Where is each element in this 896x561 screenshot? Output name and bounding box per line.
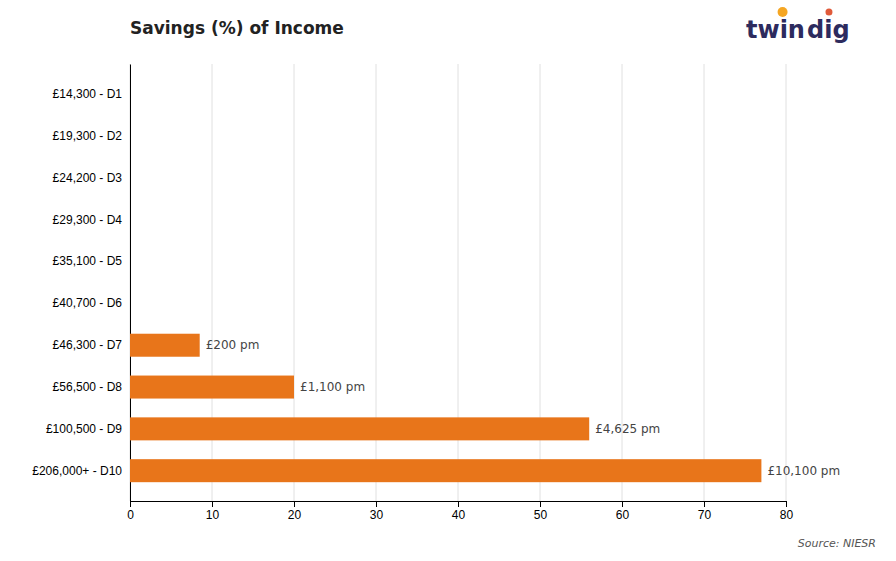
tick: 30 [370, 501, 384, 522]
logo-text: twin [746, 16, 805, 44]
bar [130, 334, 200, 357]
tick: £206,000+ - D10 [32, 464, 130, 478]
logo: twindig [746, 7, 850, 44]
bar [130, 83, 131, 106]
bar [130, 459, 761, 482]
annotation: £4,625 pm [595, 422, 660, 436]
tick: £19,300 - D2 [53, 129, 130, 143]
tick-mark [786, 501, 787, 507]
bar [130, 125, 131, 148]
tick: £29,300 - D4 [53, 213, 130, 227]
tick-label: 50 [534, 508, 548, 522]
tick-mark [540, 501, 541, 507]
tick-mark [212, 501, 213, 507]
tick-label: 40 [452, 508, 466, 522]
tick-mark [622, 501, 623, 507]
bar [130, 208, 131, 231]
tick-mark [294, 501, 295, 507]
annotation: £1,100 pm [300, 380, 365, 394]
bar [130, 292, 131, 315]
tick-label: £100,500 - D9 [46, 422, 122, 436]
tick-label: £56,500 - D8 [53, 380, 123, 394]
logo-dot [778, 7, 788, 17]
tick: £40,700 - D6 [53, 296, 130, 310]
tick-label: £24,200 - D3 [53, 171, 123, 185]
annotations: £200 pm £1,100 pm £4,625 pm £10,100 pm [206, 338, 840, 477]
annotation: £200 pm [206, 338, 260, 352]
tick: £14,300 - D1 [53, 87, 130, 101]
tick: 80 [780, 501, 794, 522]
tick-label: £206,000+ - D10 [32, 464, 122, 478]
bars [130, 334, 761, 482]
title: Savings (%) of Income [130, 18, 344, 38]
tick: 50 [534, 501, 548, 522]
axis-line [131, 502, 787, 508]
tick: £46,300 - D7 [53, 338, 130, 352]
tick: 60 [616, 501, 630, 522]
tick-label: 70 [698, 508, 712, 522]
tick-label: 80 [780, 508, 794, 522]
tick-label: 30 [370, 508, 384, 522]
tick-label: £14,300 - D1 [53, 87, 123, 101]
tick: 70 [698, 501, 712, 522]
bar [130, 166, 131, 189]
tick-label: £46,300 - D7 [53, 338, 123, 352]
tick-label: 0 [127, 508, 134, 522]
tick-mark [376, 501, 377, 507]
tick-mark [458, 501, 459, 507]
logo-dot [825, 9, 832, 16]
tick-label: 20 [288, 508, 302, 522]
tick: £56,500 - D8 [53, 380, 130, 394]
logo-text: dig [807, 16, 850, 44]
tick-label: £40,700 - D6 [53, 296, 123, 310]
annotation: £10,100 pm [767, 464, 840, 478]
tick-label: £35,100 - D5 [53, 254, 123, 268]
tick-mark [704, 501, 705, 507]
tick: 0 [127, 501, 134, 522]
grid [130, 64, 786, 501]
bar [130, 250, 131, 273]
chart: 0 10 20 30 40 50 60 70 80 £14,300 - D1 £19,300 - D… [0, 0, 896, 561]
tick: £24,200 - D3 [53, 171, 130, 185]
x-axis: 0 10 20 30 40 50 60 70 80 [127, 501, 793, 522]
tick-label: 10 [206, 508, 220, 522]
tick: 40 [452, 501, 466, 522]
tick: £100,500 - D9 [46, 422, 130, 436]
tick-label: £19,300 - D2 [53, 129, 123, 143]
grid-line [704, 64, 705, 501]
source: Source: NIESR [798, 537, 876, 550]
tick: 20 [288, 501, 302, 522]
grid-line [786, 64, 787, 501]
bar [130, 417, 589, 440]
tick-label: 60 [616, 508, 630, 522]
tick: £35,100 - D5 [53, 254, 130, 268]
bar [130, 376, 294, 399]
tick-label: £29,300 - D4 [53, 213, 123, 227]
tick-mark [130, 501, 131, 507]
tick: 10 [206, 501, 220, 522]
y-axis: £14,300 - D1 £19,300 - D2 £24,200 - D3 £29,… [32, 65, 130, 502]
